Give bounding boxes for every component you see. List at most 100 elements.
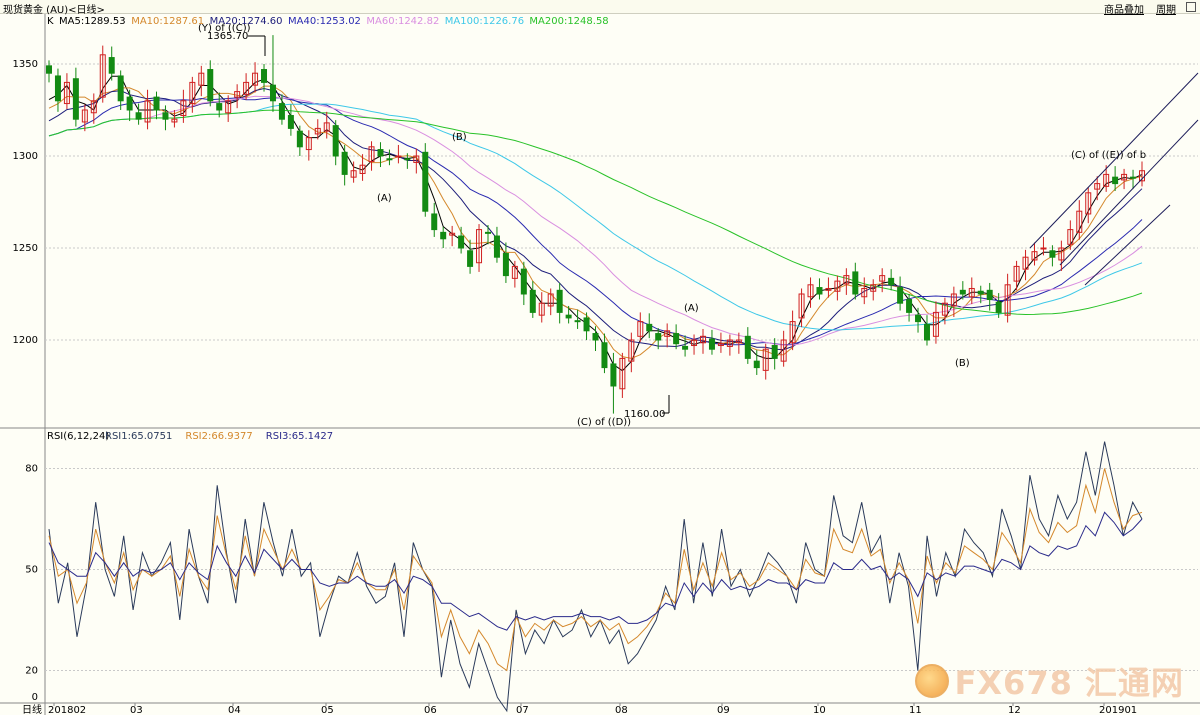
candle-bear [269,84,276,102]
candle-bull [637,321,644,337]
high-value-label: 1365.70 [207,31,248,42]
candle-bear [207,69,214,102]
candle-bear [753,360,760,369]
candle-bull [243,81,250,95]
candle-bull [189,81,196,105]
candle-bear [529,289,536,313]
candle-bull [538,302,545,316]
price-legend-item: MA10:1287.61 [131,16,204,27]
candle-bull [950,293,957,307]
candle-bull [81,109,88,123]
candle-bear [673,333,680,345]
price-tick-label: 1350 [13,59,38,70]
candle-bear [565,314,572,319]
price-legend-item: MA20:1274.60 [210,16,283,27]
candle-bear [583,317,590,332]
candle-bear [646,323,653,332]
candle-bull [870,284,877,292]
price-tick-label: 1250 [13,243,38,254]
candle-bear [977,290,984,295]
candle-bear [592,333,599,341]
overlay-button[interactable]: 商品叠加 [1104,5,1144,16]
candle-bear [278,103,285,120]
candle-bull [1040,247,1047,250]
candle-bear [915,314,922,323]
candle-bull [368,146,375,163]
candle-bull [717,343,724,347]
candle-bear [682,345,689,350]
candle-bear [520,268,527,295]
watermark: FX678 汇通网 [914,661,1184,702]
candle-bull [691,339,698,347]
candle-bear [126,96,133,111]
candle-bull [825,287,832,291]
candle-bear [377,149,384,157]
trend-channel-line [1029,72,1199,249]
wave-label-a2: (A) [684,303,699,314]
trend-channel-line [1084,204,1171,286]
wave-label-b2: (B) [955,358,970,369]
candle-bull [735,339,742,344]
rsi-legend-prefix: RSI(6,12,24) [47,431,109,442]
candle-bull [861,287,868,298]
candle-bear [601,342,608,369]
ma40-line [48,97,1143,346]
candle-bull [1067,229,1074,245]
candle-bull [359,164,366,174]
candle-bull [395,155,402,158]
candle-bull [323,122,330,132]
price-legend-prefix: K [47,16,54,27]
candle-bull [511,265,518,279]
candle-bear [422,151,429,212]
candle-bear [1049,250,1056,258]
x-tick-label: 08 [615,705,628,715]
candle-bull [1094,183,1101,190]
candle-bull [1058,247,1065,261]
candle-bear [906,299,913,313]
wave-label-right: (C) of ((E)) of b [1071,150,1146,161]
candle-bull [619,357,626,390]
candle-bear [458,235,465,249]
candle-bull [350,170,357,178]
ma60-line [48,95,1143,346]
candle-bear [986,289,993,301]
candle-bull [1004,284,1011,316]
price-legend-item: MA100:1226.76 [445,16,524,27]
candle-bull [879,275,886,282]
candle-bear [655,333,662,341]
candle-bull [843,275,850,285]
rsi-tick-label: 50 [25,565,38,576]
wave-label-low: (C) of ((D)) [577,417,631,428]
low-value-label: 1160.00 [624,409,665,420]
candle-bear [431,213,438,231]
x-tick-label: 11 [909,705,922,715]
price-legend-item: MA60:1242.82 [366,16,439,27]
ma10-line [48,85,1143,359]
candle-bear [574,320,581,323]
window-title: 现货黄金 (AU)<日线> [3,5,105,16]
candle-bull [305,137,312,151]
candle-bear [610,363,617,387]
candle-bear [1112,176,1119,185]
rsi-legend-item: RSI2:66.9377 [185,431,252,442]
candle-bull [1013,265,1020,282]
candle-bull [225,100,232,114]
period-button[interactable]: 周期 [1156,5,1176,16]
candle-bull [1076,210,1083,233]
candle-bull [968,287,975,298]
x-tick-label: 201901 [1099,705,1137,715]
window-box-icon[interactable] [1186,2,1196,12]
candle-bear [493,235,500,258]
candle-bull [63,81,70,105]
candle-bear [117,75,124,102]
candle-bull [314,127,321,135]
candle-bear [467,250,474,267]
candle-bull [476,229,483,264]
rsi2-line [48,468,1143,672]
rsi3-line [48,511,1143,631]
x-tick-label: 07 [516,705,529,715]
candle-bull [449,232,456,236]
x-tick-label: 06 [424,705,437,715]
candle-bull [1031,251,1038,261]
